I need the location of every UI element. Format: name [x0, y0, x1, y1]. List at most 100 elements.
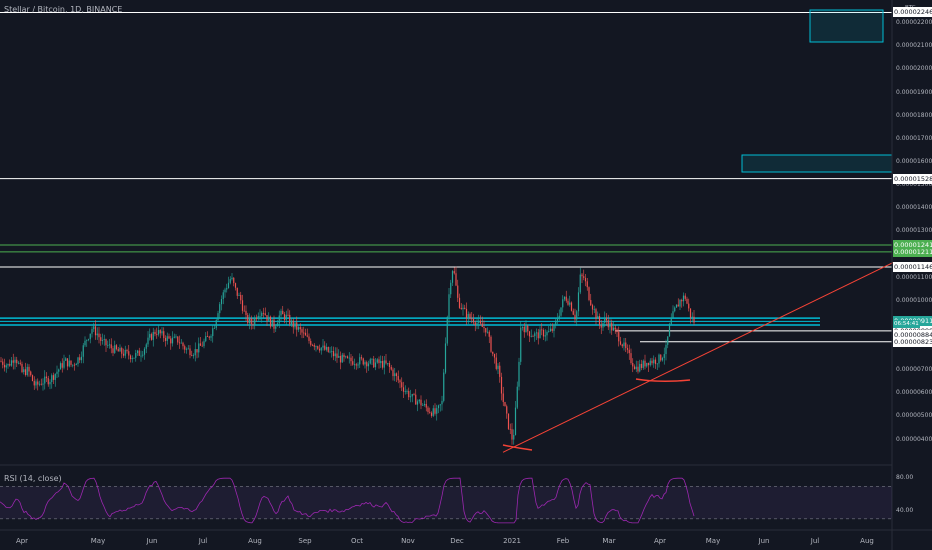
candle-body [208, 336, 210, 338]
candle-body [143, 348, 146, 355]
candle-body [404, 390, 406, 392]
candle-body [611, 322, 613, 331]
target-zone-upper[interactable] [809, 9, 884, 43]
candle-body [290, 320, 293, 325]
time-tick-label: Jul [198, 537, 208, 545]
candle-body [101, 340, 104, 341]
candle-body [23, 369, 25, 373]
horizontal-levels[interactable] [0, 11, 892, 343]
candle-body [70, 360, 72, 365]
candle-body [455, 273, 457, 286]
rsi-indicator-title[interactable]: RSI (14, close) [4, 474, 62, 483]
candle-body [117, 349, 119, 352]
candle-body [579, 274, 581, 293]
candle-body [219, 304, 221, 314]
candle-body [343, 354, 345, 358]
candle-body [593, 309, 595, 310]
candle-body [422, 405, 424, 406]
candle-body [275, 326, 277, 329]
candle-body [527, 325, 529, 332]
candle-body [217, 313, 219, 321]
candle-body [359, 357, 361, 365]
candle-body [320, 347, 322, 351]
candle-body [668, 324, 671, 337]
candle-body [145, 344, 147, 349]
candle-body [420, 399, 422, 406]
candle-body [283, 314, 286, 320]
candle-body [383, 360, 385, 368]
candle-body [12, 360, 14, 363]
candle-body [304, 332, 307, 336]
candle-body [684, 295, 686, 299]
candle-body [56, 371, 58, 374]
candle-body [394, 373, 396, 377]
candle-body [546, 331, 548, 336]
candle-body [338, 355, 340, 358]
candle-body [418, 399, 420, 402]
candle-body [458, 297, 461, 308]
candle-body [103, 339, 105, 341]
candle-body [373, 358, 375, 368]
candle-body [164, 337, 167, 341]
candle-body [518, 361, 520, 387]
candle-body [556, 318, 559, 321]
candle-body [548, 331, 550, 332]
annotations[interactable] [502, 262, 894, 453]
candle-body [619, 341, 622, 345]
price-tick-label: 0.00001500 [896, 181, 932, 189]
candle-body [460, 307, 462, 309]
candle-body [189, 348, 191, 356]
candle-body [128, 351, 130, 356]
candle-body [168, 336, 170, 339]
candle-body [180, 342, 182, 344]
candle-body [507, 413, 510, 429]
price-tick-label: 0.00000600 [896, 389, 932, 397]
rsi-pane[interactable] [0, 477, 892, 524]
candle-body [248, 318, 251, 324]
candle-body [5, 365, 7, 368]
candle-body [252, 324, 254, 326]
candle-body [24, 369, 27, 376]
candle-body [691, 316, 693, 318]
candle-body [640, 363, 643, 368]
candle-body [250, 318, 252, 325]
candle-body [560, 307, 562, 316]
higher-low-marker-arc[interactable] [635, 378, 691, 383]
candle-body [79, 357, 81, 361]
time-tick-label: 2021 [503, 537, 521, 545]
candle-body [257, 315, 259, 319]
candle-body [86, 339, 88, 341]
candle-body [549, 328, 552, 332]
symbol-title[interactable]: Stellar / Bitcoin, 1D, BINANCE [4, 5, 123, 14]
candle-body [562, 299, 564, 308]
candle-body [236, 287, 238, 296]
candle-body [614, 327, 616, 330]
candle-body [493, 353, 496, 358]
trend-line[interactable] [502, 262, 894, 453]
candle-body [87, 339, 90, 340]
candle-body [367, 363, 370, 367]
candle-body [192, 355, 195, 357]
candle-body [380, 360, 382, 364]
low-marker-arc[interactable] [502, 444, 533, 451]
target-zones[interactable] [741, 9, 893, 173]
candle-body [110, 344, 112, 349]
rsi-tick-label: 40.00 [896, 506, 914, 514]
candle-body [430, 412, 433, 416]
candle-body [196, 349, 198, 353]
rsi-band [0, 486, 892, 519]
candle-body [241, 300, 244, 311]
price-level-label: 0.00001241 [893, 239, 932, 250]
candle-body [93, 326, 95, 330]
candle-body [105, 339, 107, 346]
candle-body [178, 342, 181, 344]
candle-body [415, 394, 417, 405]
candle-body [299, 327, 301, 330]
candle-body [238, 294, 240, 296]
candle-body [416, 401, 419, 405]
target-zone-middle[interactable] [741, 154, 893, 173]
candle-body [626, 348, 629, 350]
candle-body [115, 345, 118, 350]
candle-body [254, 317, 256, 326]
